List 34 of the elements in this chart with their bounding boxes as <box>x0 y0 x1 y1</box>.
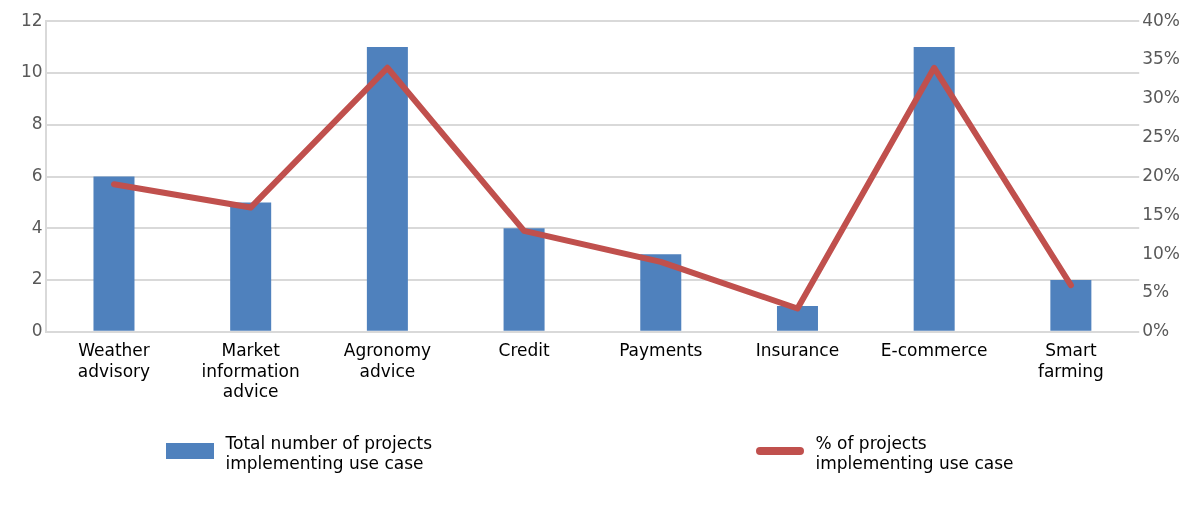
x-tick-label: E-commerce <box>880 340 988 361</box>
bar <box>913 47 955 331</box>
x-tick-label: Agronomy advice <box>343 340 431 381</box>
y-tick-label: 2 <box>31 268 43 289</box>
x-tick-label: Market information advice <box>201 340 300 402</box>
bar <box>1050 280 1092 331</box>
y-tick-label: 12 <box>20 9 43 30</box>
y2-tick-label: 35% <box>1142 48 1181 69</box>
y-tick-label: 6 <box>31 164 43 185</box>
y-tick-label: 0 <box>31 320 43 341</box>
y-tick-label: 4 <box>31 216 43 237</box>
x-tick-label: Smart farming <box>1037 340 1104 381</box>
x-tick-label: Weather advisory <box>77 340 151 381</box>
bar <box>503 228 545 331</box>
x-tick-label: Credit <box>498 340 550 361</box>
y2-tick-label: 20% <box>1142 164 1181 185</box>
y-tick-label: 8 <box>31 113 43 134</box>
x-tick-label: Payments <box>619 340 703 361</box>
y2-tick-label: 10% <box>1142 242 1181 263</box>
y2-tick-label: 25% <box>1142 126 1181 147</box>
legend-label: Total number of projects implementing use case <box>225 433 433 473</box>
bar <box>366 47 408 331</box>
legend-label: % of projects implementing use case <box>815 433 1015 473</box>
bar <box>93 176 135 331</box>
y2-tick-label: 5% <box>1142 281 1170 302</box>
bar <box>776 305 818 331</box>
y2-tick-label: 40% <box>1142 9 1181 30</box>
y2-tick-label: 0% <box>1142 320 1170 341</box>
x-tick-label: Insurance <box>755 340 840 361</box>
bar <box>230 202 272 331</box>
y-tick-label: 10 <box>20 61 43 82</box>
y2-tick-label: 30% <box>1142 87 1181 108</box>
bar <box>640 254 682 331</box>
y2-tick-label: 15% <box>1142 203 1181 224</box>
